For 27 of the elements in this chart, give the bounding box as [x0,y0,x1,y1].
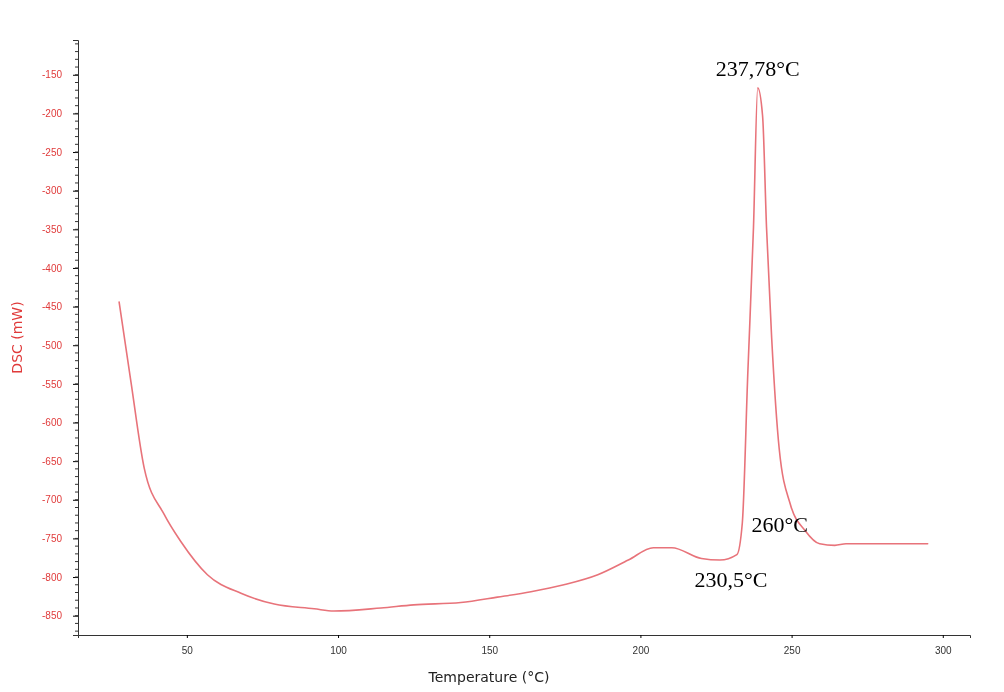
x-tick-label: 200 [632,645,650,656]
y-tick-label: -400 [41,262,63,274]
annotation: 237,78°C [715,55,800,81]
y-tick-label: -850 [41,610,63,622]
y-tick-label: -150 [41,69,63,81]
annotation: 230,5°C [694,566,768,592]
y-tick-label: -800 [41,571,63,583]
y-tick-label: -450 [41,301,63,313]
x-tick-label: 50 [181,645,194,656]
y-tick-label: -500 [41,339,63,351]
line-series [118,87,929,612]
x-tick-label: 150 [481,645,499,656]
y-axis-title: DSC (mW) [9,301,25,374]
y-tick-label: -650 [41,455,63,467]
x-tick-label: 100 [330,645,348,656]
x-axis-title: Temperature (°C) [427,669,550,685]
x-tick-label: 250 [783,645,801,656]
y-tick-label: -250 [41,146,63,158]
y-tick-label: -350 [41,224,63,236]
y-tick-label: -750 [41,533,63,545]
y-tick-label: -200 [41,108,63,120]
y-tick-label: -600 [41,417,63,429]
y-tick-label: -700 [41,494,63,506]
y-tick-label: -550 [41,378,63,390]
annotation: 260°C [751,511,808,537]
x-tick-label: 300 [934,645,953,656]
y-tick-label: -300 [41,185,63,197]
